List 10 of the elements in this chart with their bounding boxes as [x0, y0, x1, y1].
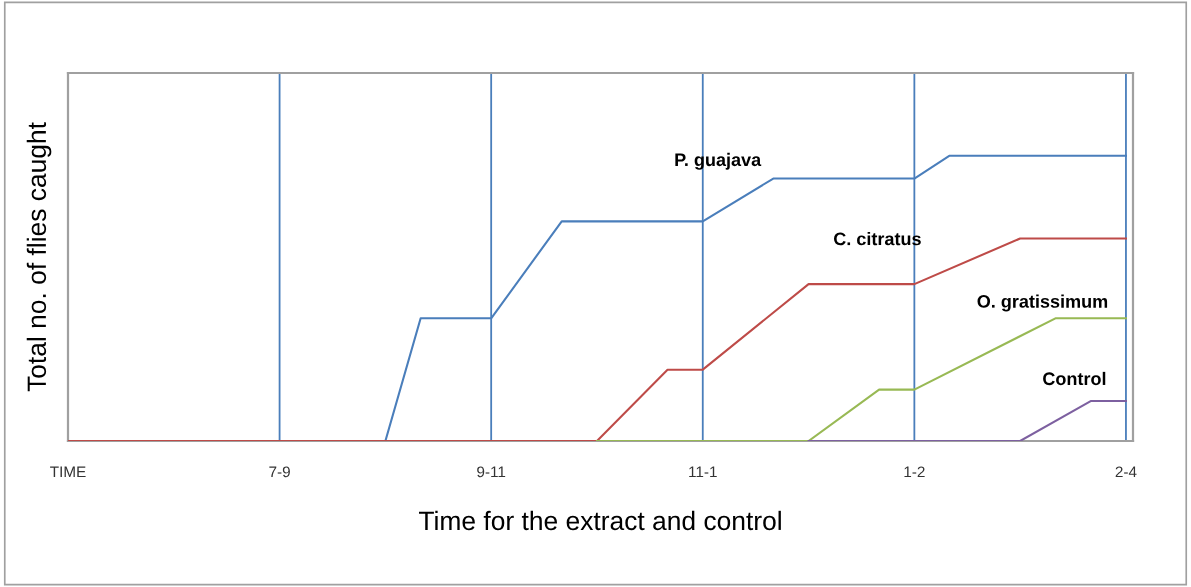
x-tick-label: 9-11 — [477, 466, 506, 478]
annotation: Control — [1043, 371, 1106, 386]
x-tick-label: 1-2 — [904, 466, 925, 478]
annotation: O. gratissimum — [977, 294, 1108, 312]
x-axis-title: Time for the extract and control — [419, 510, 781, 531]
x-tick-label: 7-9 — [269, 466, 290, 478]
y-axis-title: Total no. of flies caught — [26, 122, 52, 392]
x-tick-label: TIME — [50, 466, 86, 478]
x-tick-label: 11-1 — [689, 466, 717, 478]
x-tick-label: 2-4 — [1115, 466, 1137, 478]
